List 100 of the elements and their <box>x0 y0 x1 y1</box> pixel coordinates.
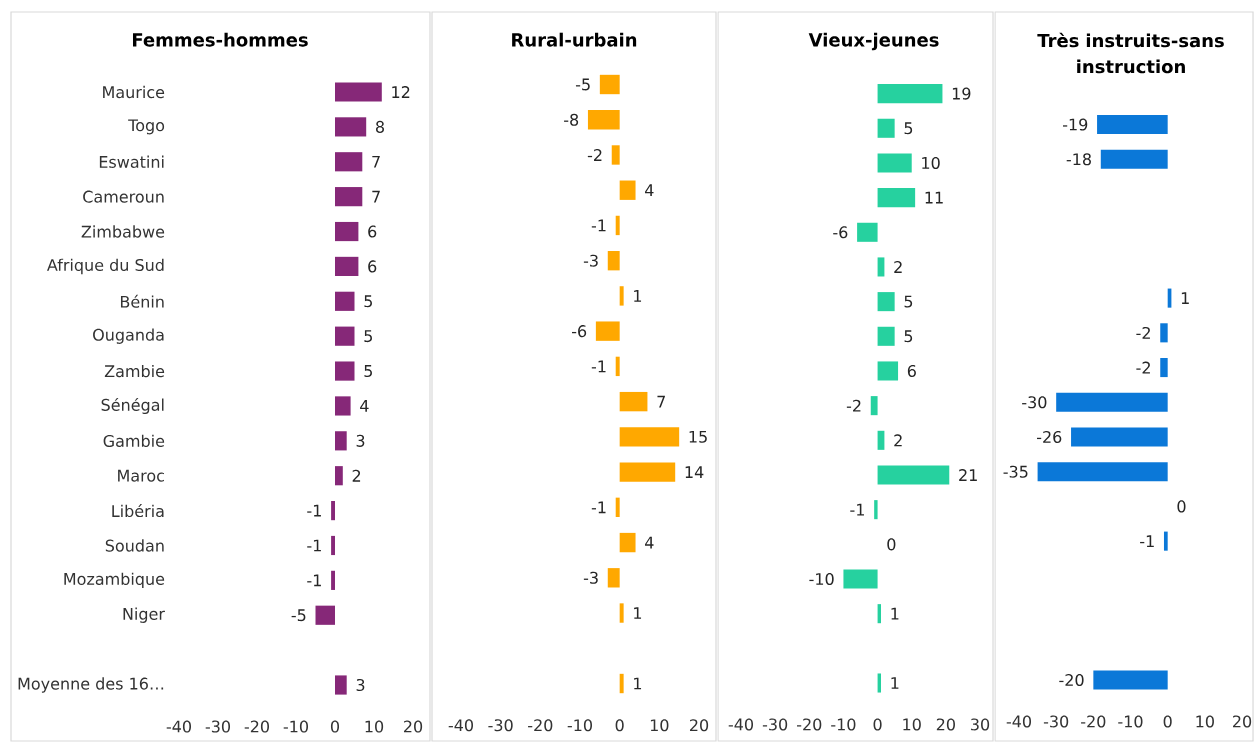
data-label: 1 <box>634 290 642 302</box>
bar <box>335 361 355 381</box>
y-tick-label: Niger <box>123 607 165 623</box>
x-tick-label: -20 <box>244 720 270 733</box>
data-label: 1 <box>634 677 642 690</box>
x-tick-label: 20 <box>689 719 709 732</box>
data-label: -1 <box>591 501 606 514</box>
data-label: -35 <box>1003 465 1028 478</box>
x-tick-label: 0 <box>330 720 340 733</box>
x-tick-label: -30 <box>1043 715 1069 728</box>
bar <box>619 286 624 306</box>
y-tick-label: Ouganda <box>93 328 164 344</box>
data-label: -10 <box>809 572 834 586</box>
y-tick-label: Gambie <box>103 434 165 448</box>
bar <box>619 427 680 447</box>
bar <box>843 569 878 589</box>
data-label: -26 <box>1036 430 1062 444</box>
x-tick-label: 30 <box>971 718 990 731</box>
data-label: -5 <box>291 609 306 622</box>
x-tick-label: 10 <box>903 718 921 731</box>
x-tick-label: -20 <box>1081 715 1106 728</box>
bar <box>874 500 878 520</box>
bar <box>335 396 351 416</box>
bar <box>335 152 363 172</box>
data-label: -2 <box>587 149 602 161</box>
chart-title: Femmes-hommes <box>133 32 308 47</box>
y-tick-label: Maurice <box>103 85 165 99</box>
data-label: 5 <box>904 122 913 135</box>
y-tick-label: Moyenne des 16… <box>18 677 164 693</box>
bar <box>615 356 620 377</box>
data-label: 5 <box>364 365 372 378</box>
bar <box>335 117 367 137</box>
bar <box>870 396 878 416</box>
bar <box>877 673 881 693</box>
data-label: 1 <box>1181 292 1189 304</box>
bar <box>335 187 363 207</box>
data-label: 3 <box>356 434 365 447</box>
y-tick-label: Mozambique <box>64 572 165 589</box>
data-label: 15 <box>689 430 707 443</box>
data-label: -3 <box>583 254 598 267</box>
data-label: 6 <box>907 364 916 378</box>
bar <box>615 497 620 518</box>
data-label: 14 <box>685 466 704 478</box>
data-label: -5 <box>575 78 590 91</box>
bar <box>611 145 620 165</box>
y-tick-label: Cameroun <box>83 190 164 203</box>
data-label: -8 <box>564 113 579 126</box>
data-label: 7 <box>372 190 380 203</box>
x-tick-label: 0 <box>873 718 882 731</box>
data-label: -19 <box>1063 118 1088 131</box>
bar <box>335 221 359 242</box>
data-label: 0 <box>887 538 896 551</box>
x-tick-label: -40 <box>448 719 474 732</box>
data-label: 6 <box>368 260 377 273</box>
data-label: -18 <box>1066 153 1091 166</box>
data-label: -1 <box>850 503 864 516</box>
data-label: 1 <box>634 607 642 619</box>
data-label: -1 <box>307 504 321 517</box>
x-tick-label: -20 <box>797 718 822 731</box>
bar <box>335 431 347 451</box>
data-label: 5 <box>364 295 372 308</box>
bar <box>595 321 620 341</box>
data-label: -20 <box>1059 673 1084 687</box>
chart-title: Rural-urbain <box>512 32 637 47</box>
bar <box>587 110 620 130</box>
data-label: 10 <box>922 156 940 169</box>
data-label: 19 <box>952 87 971 100</box>
x-tick-label: -10 <box>831 718 856 731</box>
data-label: 0 <box>1177 500 1186 513</box>
data-label: 5 <box>904 295 913 308</box>
bar <box>877 361 899 381</box>
data-label: 5 <box>904 330 913 343</box>
data-label: -1 <box>307 539 321 552</box>
data-label: 5 <box>364 330 372 343</box>
data-label: 6 <box>368 225 377 238</box>
bar <box>877 188 916 208</box>
data-label: -6 <box>833 226 848 239</box>
data-label: 7 <box>372 155 380 168</box>
bar <box>877 84 943 104</box>
bar <box>857 222 878 242</box>
bar <box>877 292 895 312</box>
data-label: 2 <box>894 434 902 447</box>
data-label: 4 <box>360 400 369 412</box>
data-label: 21 <box>959 469 977 481</box>
x-tick-label: 10 <box>365 720 384 733</box>
x-tick-label: -30 <box>205 720 230 733</box>
bar <box>599 74 620 95</box>
data-label: -2 <box>1136 326 1150 339</box>
bar <box>619 603 624 623</box>
bar <box>335 291 355 311</box>
data-label: -30 <box>1022 396 1047 409</box>
bar <box>877 153 912 173</box>
bar <box>877 326 895 346</box>
bar <box>331 570 335 590</box>
data-label: 4 <box>645 184 654 197</box>
bar <box>607 568 620 588</box>
data-label: 4 <box>645 536 654 549</box>
data-label: 8 <box>376 120 384 133</box>
bar <box>335 326 355 346</box>
x-tick-label: 0 <box>1163 715 1172 728</box>
